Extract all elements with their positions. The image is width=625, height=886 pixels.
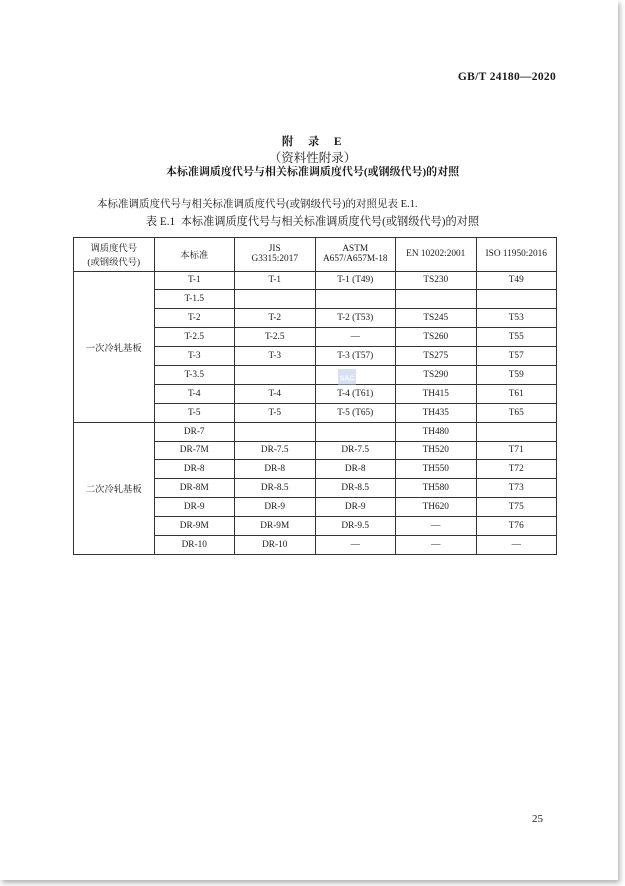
svg-text:SAC: SAC — [340, 376, 355, 383]
